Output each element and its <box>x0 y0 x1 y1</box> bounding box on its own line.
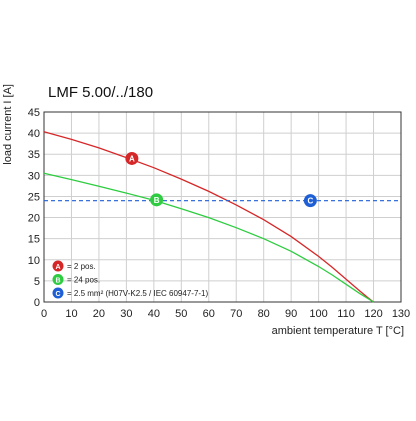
y-tick-label: 25 <box>28 191 40 203</box>
series-lines <box>43 131 401 303</box>
x-tick-label: 130 <box>392 308 410 320</box>
legend-marker-a <box>52 260 64 272</box>
y-tick-label: 15 <box>28 234 40 246</box>
x-tick-label: 80 <box>258 308 270 320</box>
series-line-b <box>43 172 374 303</box>
legend-entry-b: = 24 pos. <box>67 276 100 285</box>
series-line-a <box>43 131 374 303</box>
x-tick-label: 40 <box>148 308 160 320</box>
y-tick-label: 30 <box>28 170 40 182</box>
y-tick-label: 40 <box>28 128 40 140</box>
legend-marker-label-a: A <box>55 264 60 271</box>
grid-lines <box>44 112 401 302</box>
legend-marker-label-b: B <box>55 277 60 284</box>
x-tick-label: 100 <box>309 308 327 320</box>
y-tick-label: 5 <box>34 276 40 288</box>
plot-frame <box>43 111 402 303</box>
legend-entry-a: = 2 pos. <box>67 262 96 271</box>
y-tick-label: 20 <box>28 213 40 225</box>
x-tick-label: 20 <box>93 308 105 320</box>
x-axis-label: ambient temperature T [°C] <box>272 325 404 337</box>
y-tick-label: 0 <box>34 297 40 309</box>
axis-ticks: 0 10 20 30 40 50 60 70 80 90 100 110 120 130 0 5 10 15 20 2… <box>28 107 410 320</box>
y-tick-label: 10 <box>28 255 40 267</box>
legend-marker-c <box>52 287 64 299</box>
x-tick-label: 110 <box>337 308 355 320</box>
x-tick-label: 10 <box>65 308 77 320</box>
legend-marker-label-c: C <box>55 291 60 298</box>
marker-label-a: A <box>129 154 135 163</box>
x-tick-label: 30 <box>120 308 132 320</box>
legend-marker-b <box>52 274 64 285</box>
legend-entry-c: = 2.5 mm² (H07V-K2.5 / IEC 60947-7-1) <box>67 289 209 298</box>
marker-label-c: C <box>307 197 313 206</box>
y-tick-label: 35 <box>28 149 40 161</box>
marker-b <box>150 193 164 207</box>
chart-title: LMF 5.00/../180 <box>48 84 153 101</box>
series-markers: A B C <box>125 151 317 208</box>
x-tick-label: 120 <box>364 308 382 320</box>
legend: A = 2 pos. B = 24 pos. C = 2.5 mm² (H07V-K2.5… <box>52 260 209 299</box>
marker-label-b: B <box>154 196 160 205</box>
x-tick-label: 0 <box>41 308 47 320</box>
x-tick-label: 70 <box>230 308 242 320</box>
x-tick-label: 50 <box>175 308 187 320</box>
x-tick-label: 60 <box>203 308 215 320</box>
y-tick-label: 45 <box>28 107 40 119</box>
x-tick-label: 90 <box>285 308 297 320</box>
y-axis-label: load current I [A] <box>2 84 14 165</box>
marker-c <box>303 194 317 208</box>
marker-a <box>125 151 139 165</box>
